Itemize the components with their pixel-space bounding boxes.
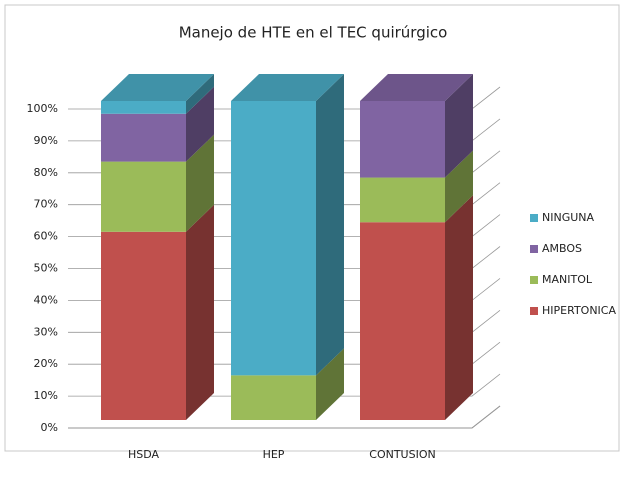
x-tick-label: HEP xyxy=(263,448,285,461)
bar-side xyxy=(186,86,214,162)
y-tick-label: 0% xyxy=(41,421,58,434)
legend-label: AMBOS xyxy=(542,242,582,255)
y-tick-label: 100% xyxy=(27,102,58,115)
y-tick-label: 20% xyxy=(34,357,58,370)
chart-title: Manejo de HTE en el TEC quirúrgico xyxy=(179,24,448,42)
legend-swatch xyxy=(530,276,538,284)
grid-line xyxy=(68,405,501,429)
bar xyxy=(101,113,186,162)
y-tick-label: 70% xyxy=(34,198,58,211)
bar-top xyxy=(360,74,473,101)
bar xyxy=(231,101,316,376)
y-tick-label: 10% xyxy=(34,389,58,402)
y-tick-label: 40% xyxy=(34,293,58,306)
bar xyxy=(231,375,316,420)
bar-top xyxy=(231,74,344,101)
y-tick-label: 80% xyxy=(34,166,58,179)
bar xyxy=(360,177,445,223)
bar xyxy=(101,101,186,114)
bar xyxy=(360,222,445,420)
y-tick-label: 30% xyxy=(34,325,58,338)
x-tick-label: HSDA xyxy=(128,448,160,461)
bar xyxy=(360,101,445,178)
bar xyxy=(101,161,186,232)
legend-label: MANITOL xyxy=(542,273,593,286)
legend-swatch xyxy=(530,245,538,253)
bar-side xyxy=(186,204,214,420)
bar-side xyxy=(316,74,344,376)
bar-side xyxy=(445,195,473,420)
bar xyxy=(101,231,186,420)
legend-label: NINGUNA xyxy=(542,211,595,224)
bar-side xyxy=(445,150,473,223)
bar-side xyxy=(186,134,214,232)
legend-swatch xyxy=(530,214,538,222)
bar-side xyxy=(445,74,473,178)
bar-side xyxy=(186,74,214,114)
bar-side xyxy=(316,348,344,420)
y-tick-label: 90% xyxy=(34,134,58,147)
x-tick-label: CONTUSION xyxy=(369,448,435,461)
bar-top xyxy=(101,74,214,101)
y-tick-label: 50% xyxy=(34,262,58,275)
legend-swatch xyxy=(530,307,538,315)
y-tick-label: 60% xyxy=(34,230,58,243)
legend-label: HIPERTONICA xyxy=(542,304,616,317)
